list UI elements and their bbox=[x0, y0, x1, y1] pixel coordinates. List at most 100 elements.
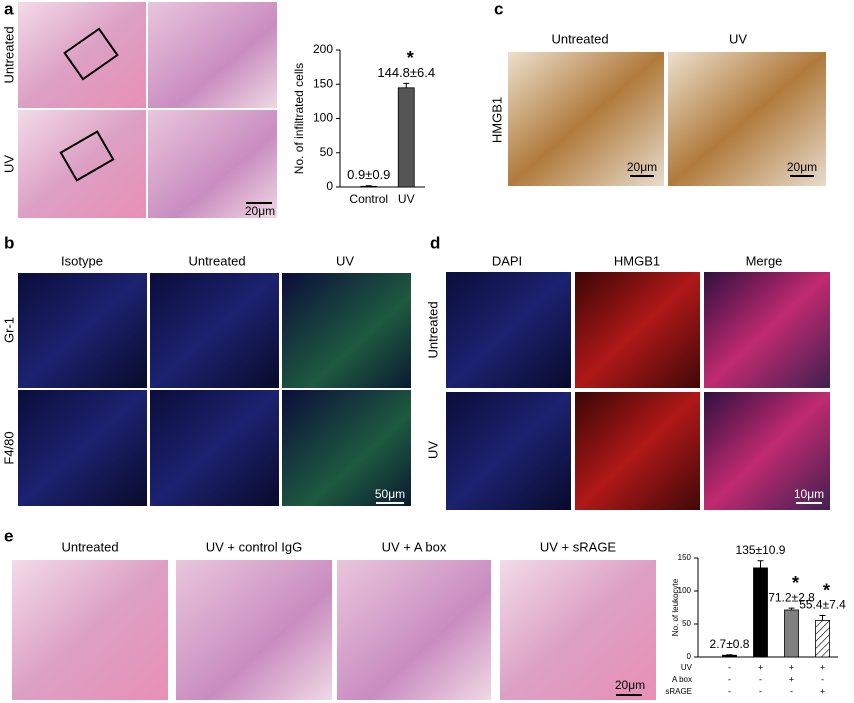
inset-box bbox=[63, 27, 119, 81]
scale-bar-label: 10μm bbox=[794, 487, 824, 501]
labels: a Untreated UV 20μm b Isotype Untreated … bbox=[1, 0, 824, 692]
y-tick-label: 0 bbox=[326, 179, 333, 193]
y-tick-label: 150 bbox=[313, 76, 333, 90]
panel-label: a bbox=[4, 0, 14, 18]
images bbox=[12, 2, 830, 700]
treatment-sign: - bbox=[728, 662, 731, 672]
treatment-name: UV bbox=[681, 663, 693, 672]
significance-star: * bbox=[407, 48, 414, 68]
value-label: 0.9±0.9 bbox=[347, 167, 390, 182]
column-title: Untreated bbox=[188, 253, 245, 268]
y-tick-label: 200 bbox=[313, 42, 333, 56]
micrograph bbox=[148, 2, 277, 108]
column-title: Merge bbox=[746, 253, 783, 268]
significance-star: * bbox=[792, 573, 799, 593]
row-label: Untreated bbox=[425, 301, 440, 358]
column-title: DAPI bbox=[492, 253, 522, 268]
scale-bar-label: 20μm bbox=[615, 678, 645, 692]
column-title: Untreated bbox=[61, 539, 118, 554]
row-label: HMGB1 bbox=[489, 97, 504, 143]
row-label: Gr-1 bbox=[1, 317, 16, 343]
value-label: 135±10.9 bbox=[736, 543, 786, 557]
micrograph bbox=[508, 52, 664, 186]
significance-star: * bbox=[823, 580, 830, 600]
row-label: UV bbox=[425, 441, 440, 459]
micrograph bbox=[148, 110, 277, 218]
column-title: UV + control IgG bbox=[206, 539, 302, 554]
bar bbox=[397, 87, 415, 188]
value-label: 55.4±7.4 bbox=[799, 598, 846, 612]
error-bar bbox=[403, 82, 410, 88]
y-tick-label: 100 bbox=[313, 111, 333, 125]
scale-bar-label: 20μm bbox=[627, 160, 657, 174]
micrograph bbox=[18, 110, 146, 218]
treatment-sign: - bbox=[728, 674, 731, 684]
micrograph bbox=[176, 560, 332, 700]
row-label: UV bbox=[1, 155, 16, 173]
bar bbox=[360, 185, 378, 188]
micrograph bbox=[704, 272, 830, 388]
micrograph bbox=[704, 392, 830, 510]
error-bar bbox=[788, 607, 795, 611]
column-title: UV bbox=[729, 31, 747, 46]
treatment-sign: - bbox=[790, 686, 793, 696]
x-tick-label: Control bbox=[349, 192, 388, 206]
error-bar bbox=[819, 615, 826, 621]
error-bar bbox=[365, 185, 372, 187]
micrograph bbox=[575, 392, 700, 510]
micrograph bbox=[668, 52, 826, 186]
micrograph bbox=[446, 272, 571, 388]
error-bar bbox=[757, 560, 764, 568]
scale-bar-label: 20μm bbox=[245, 204, 275, 218]
micrograph bbox=[282, 273, 411, 388]
treatment-sign: - bbox=[759, 686, 762, 696]
treatment-sign: + bbox=[820, 662, 825, 672]
row-label: F4/80 bbox=[1, 431, 16, 464]
bar bbox=[815, 620, 830, 658]
micrograph bbox=[150, 273, 279, 388]
column-title: UV + sRAGE bbox=[540, 539, 617, 554]
column-title: UV + A box bbox=[382, 539, 447, 554]
micrograph bbox=[282, 390, 411, 506]
micrograph bbox=[18, 273, 147, 388]
inset-box bbox=[59, 130, 115, 182]
micrograph bbox=[337, 560, 491, 700]
column-title: HMGB1 bbox=[614, 253, 660, 268]
panel-label: c bbox=[494, 0, 503, 18]
panel-label: d bbox=[430, 233, 440, 252]
y-tick-label: 150 bbox=[678, 553, 692, 562]
micrograph bbox=[575, 272, 700, 388]
treatment-name: sRAGE bbox=[665, 687, 692, 696]
column-title: Untreated bbox=[551, 31, 608, 46]
treatment-sign: + bbox=[820, 686, 825, 696]
micrograph bbox=[12, 560, 168, 700]
y-tick-label: 100 bbox=[678, 586, 692, 595]
treatment-sign: - bbox=[728, 686, 731, 696]
column-title: Isotype bbox=[61, 253, 103, 268]
scale-bar-label: 20μm bbox=[787, 160, 817, 174]
y-axis-label: No. of infiltrated cells bbox=[292, 63, 306, 174]
bar bbox=[784, 609, 799, 658]
y-tick-label: 50 bbox=[682, 619, 691, 628]
y-axis-label: No. of leukocyte bbox=[671, 578, 680, 636]
error-bar bbox=[726, 654, 733, 656]
treatment-sign: + bbox=[789, 662, 794, 672]
treatment-sign: + bbox=[758, 662, 763, 672]
bar bbox=[753, 567, 768, 658]
value-label: 144.8±6.4 bbox=[377, 65, 435, 80]
y-tick-label: 0 bbox=[687, 652, 692, 661]
bar bbox=[722, 654, 737, 658]
value-label: 71.2±2.8 bbox=[768, 590, 815, 604]
y-tick-label: 50 bbox=[320, 145, 334, 159]
panel-label: e bbox=[4, 526, 13, 545]
row-label: Untreated bbox=[1, 26, 16, 83]
panel-label: b bbox=[4, 233, 14, 252]
micrograph bbox=[18, 2, 146, 108]
value-label: 2.7±0.8 bbox=[710, 637, 750, 651]
treatment-name: A box bbox=[672, 675, 692, 684]
micrograph bbox=[150, 390, 279, 506]
micrograph bbox=[500, 560, 656, 700]
treatment-sign: - bbox=[759, 674, 762, 684]
treatment-sign: - bbox=[821, 674, 824, 684]
